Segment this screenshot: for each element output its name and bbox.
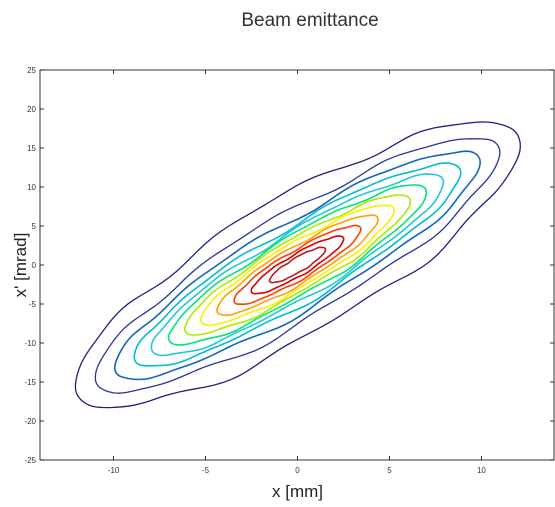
y-tick-label: 20 bbox=[27, 105, 36, 114]
contour-level-7 bbox=[184, 194, 412, 336]
y-tick-label: -25 bbox=[24, 456, 36, 465]
y-tick-label: 10 bbox=[27, 183, 36, 192]
contour-level-2 bbox=[94, 138, 501, 394]
x-tick-label: 10 bbox=[477, 466, 486, 475]
x-tick-label: -5 bbox=[202, 466, 210, 475]
y-tick-label: -15 bbox=[24, 378, 36, 387]
contour-level-11 bbox=[250, 235, 345, 295]
plot-area bbox=[39, 69, 555, 461]
y-tick-label: 5 bbox=[32, 222, 37, 231]
y-axis-label: x' [mrad] bbox=[11, 233, 30, 298]
contour-level-5 bbox=[150, 173, 445, 357]
contour-level-10 bbox=[233, 224, 362, 306]
contour-level-1 bbox=[74, 121, 521, 409]
contour-level-9 bbox=[216, 214, 379, 317]
contour-group bbox=[74, 121, 521, 409]
contour-level-4 bbox=[133, 162, 462, 367]
chart-title: Beam emittance bbox=[241, 10, 378, 31]
y-tick-label: -5 bbox=[29, 300, 37, 309]
y-tick-label: 25 bbox=[27, 66, 36, 75]
x-tick-label: 5 bbox=[387, 466, 392, 475]
x-tick-label: 0 bbox=[295, 466, 300, 475]
contour-level-12 bbox=[268, 246, 327, 284]
y-tick-label: -10 bbox=[24, 339, 36, 348]
contour-level-8 bbox=[200, 204, 396, 327]
x-axis-label: x [mm] bbox=[272, 482, 323, 501]
y-tick-label: 0 bbox=[32, 261, 37, 270]
contour-level-3 bbox=[113, 150, 482, 381]
y-tick-label: -20 bbox=[24, 417, 36, 426]
tick-group: -10 -5 0 5 10 -25 -20 -15 -10 -5 0 5 10 15 20 25 bbox=[24, 66, 554, 475]
y-tick-label: 15 bbox=[27, 144, 36, 153]
contour-level-6 bbox=[167, 184, 428, 346]
x-tick-label: -10 bbox=[108, 466, 120, 475]
